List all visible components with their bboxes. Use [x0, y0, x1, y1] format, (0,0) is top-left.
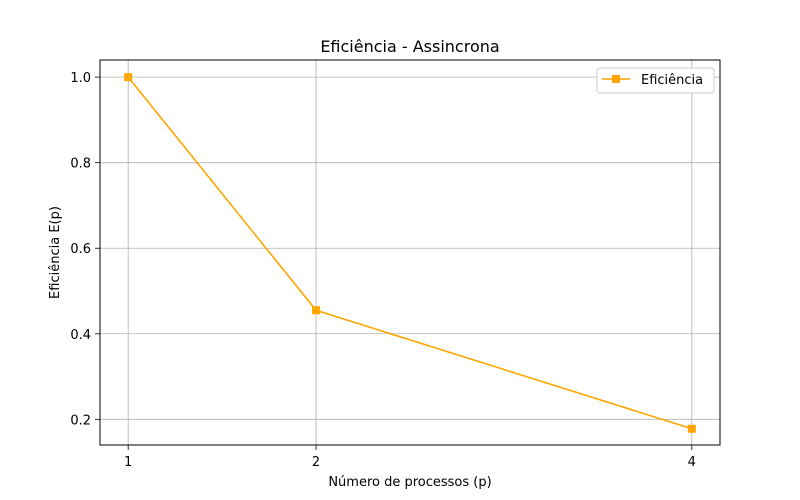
- data-point-marker: [687, 424, 696, 433]
- chart-title: Eficiência - Assincrona: [320, 37, 499, 56]
- y-ticks: 0.2 0.4 0.6 0.8 1.0: [70, 71, 100, 428]
- x-ticks: 1 2 4: [124, 445, 696, 470]
- legend-marker: [612, 75, 620, 83]
- y-axis-label: Eficiência E(p): [48, 206, 63, 299]
- y-tick-label: 0.8: [70, 157, 91, 172]
- data-point-marker: [312, 306, 321, 315]
- data-point-marker: [124, 73, 133, 82]
- legend: Eficiência: [596, 67, 715, 94]
- x-tick-label: 1: [124, 455, 132, 470]
- x-tick-label: 2: [312, 455, 320, 470]
- grid-lines: [100, 60, 720, 445]
- y-tick-label: 0.4: [70, 328, 91, 343]
- legend-box: [596, 67, 715, 94]
- y-tick-label: 0.2: [70, 413, 91, 428]
- series-layer: [124, 73, 696, 433]
- axes-frame: [99, 59, 721, 446]
- y-tick-label: 0.6: [70, 242, 91, 257]
- legend-label: Eficiência: [641, 73, 703, 88]
- series-line: [127, 76, 693, 430]
- y-tick-label: 1.0: [70, 71, 91, 86]
- x-tick-label: 4: [688, 455, 696, 470]
- x-axis-label: Número de processos (p): [328, 475, 491, 490]
